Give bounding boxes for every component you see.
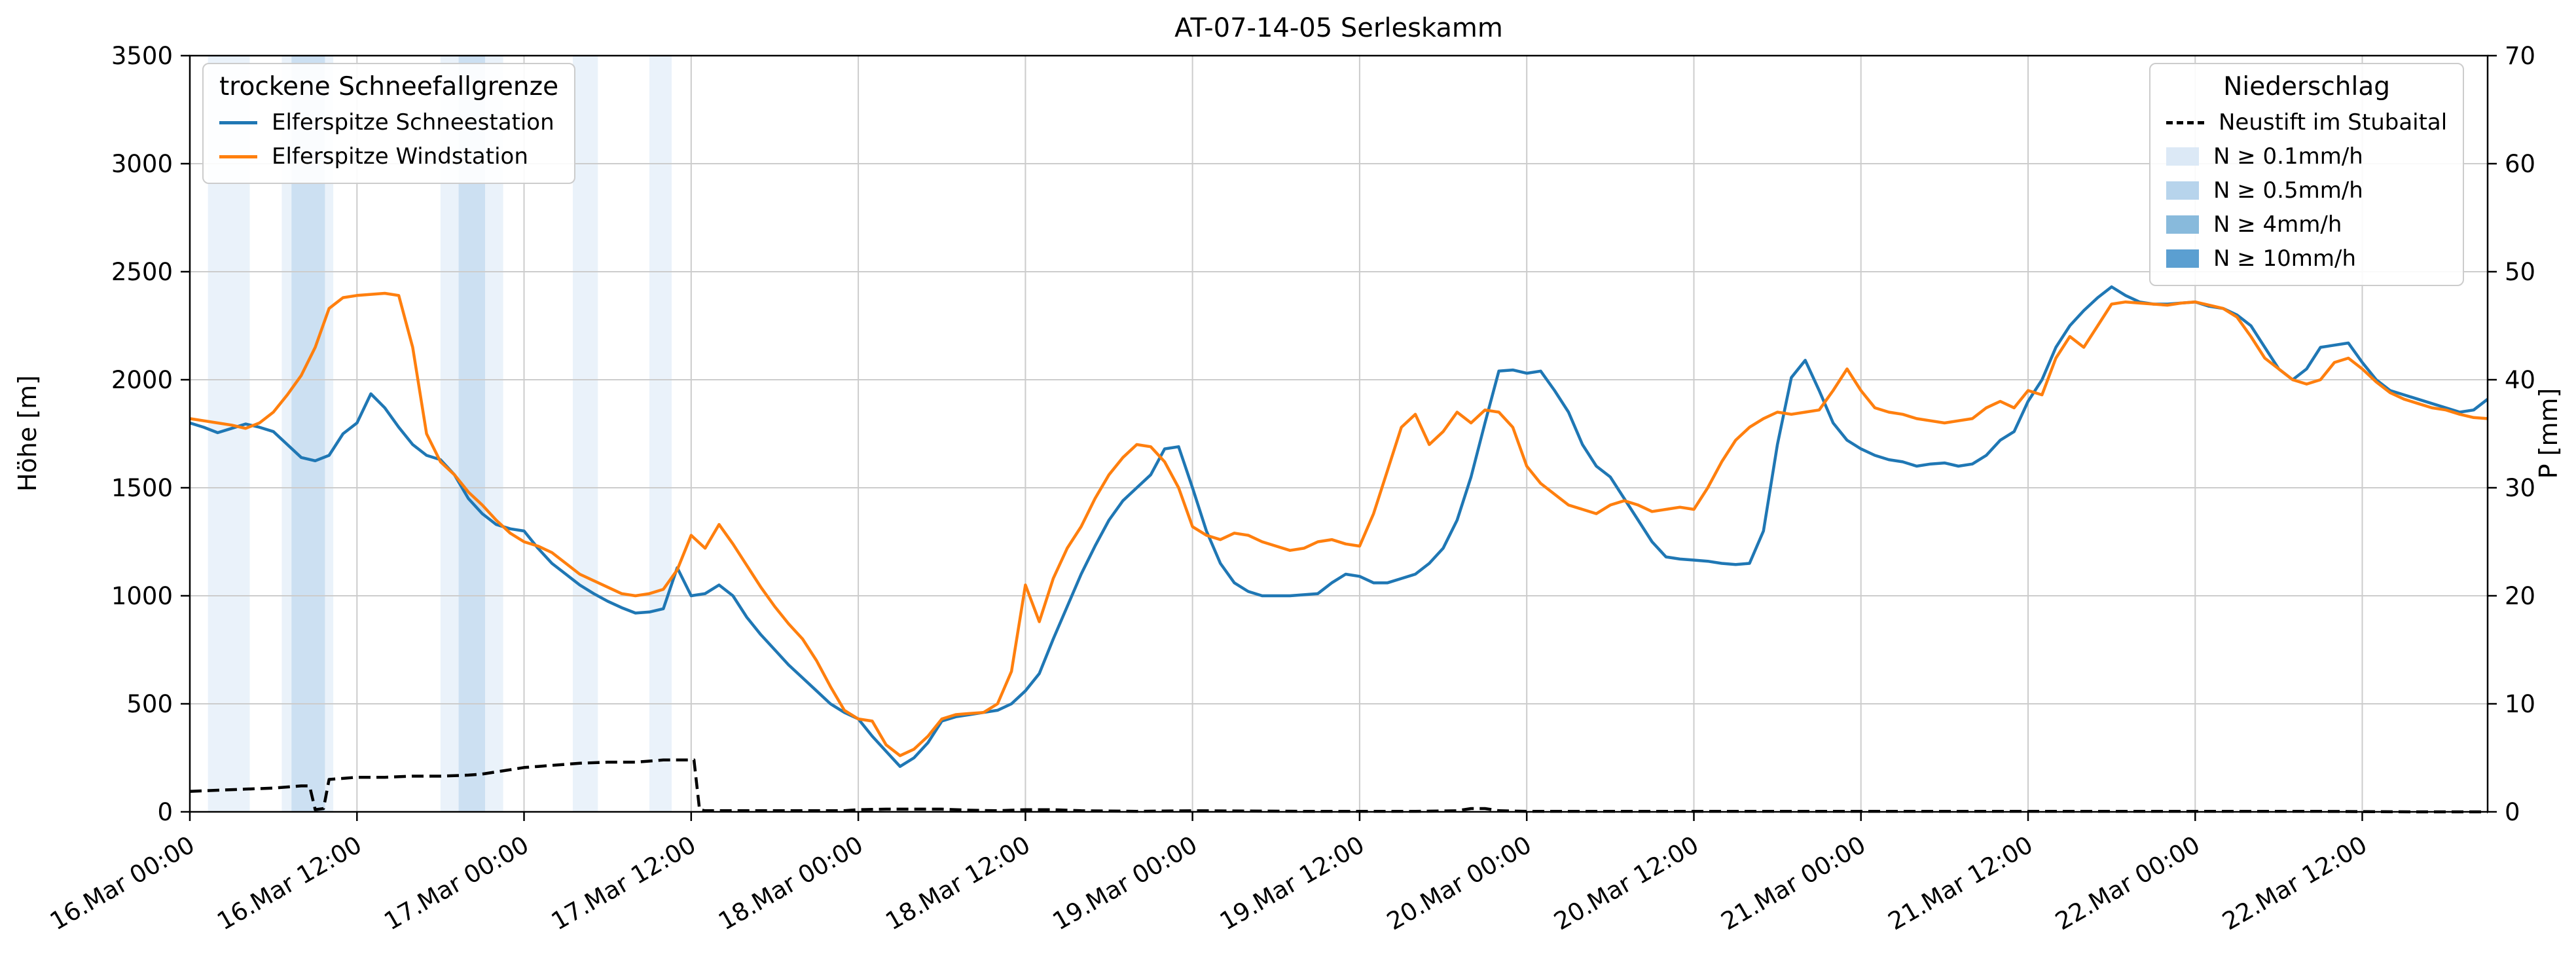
y-tick-label-left: 3500 [111,42,173,70]
legend-label-schneestation: Elferspitze Schneestation [272,109,554,136]
legend-item-band-05: N ≥ 0.5mm/h [2166,173,2447,208]
legend-item-band-4: N ≥ 4mm/h [2166,208,2447,242]
dashed-line-swatch-icon [2166,120,2204,124]
band-swatch-4-icon [2166,215,2199,234]
legend-item-neustift: Neustift im Stubaital [2166,105,2447,139]
y-tick-label-right: 40 [2505,366,2535,394]
y-tick-label-left: 1000 [111,582,173,610]
y-tick-label-right: 30 [2505,474,2535,502]
x-tick-label: 19.Mar 12:00 [1215,831,1369,936]
chart-title: AT-07-14-05 Serleskamm [1174,13,1503,43]
x-tick-label: 22.Mar 00:00 [2050,831,2204,936]
x-tick-label: 21.Mar 12:00 [1883,831,2037,936]
x-tick-label: 16.Mar 12:00 [212,831,366,936]
y-tick-label-right: 10 [2505,690,2535,718]
legend-item-band-10: N ≥ 10mm/h [2166,242,2447,276]
legend-item-band-01: N ≥ 0.1mm/h [2166,139,2447,173]
legend-label-neustift: Neustift im Stubaital [2219,109,2448,136]
x-tick-label: 20.Mar 12:00 [1550,831,1703,936]
legend-snowline: trockene Schneefallgrenze Elferspitze Sc… [202,63,576,184]
y-tick-label-right: 50 [2505,258,2535,286]
x-tick-label: 17.Mar 12:00 [547,831,700,936]
line-swatch-windstation-icon [219,155,257,158]
y-tick-label-right: 70 [2505,42,2535,70]
y-tick-label-left: 2500 [111,258,173,286]
x-tick-label: 22.Mar 12:00 [2218,831,2372,936]
band-swatch-10-icon [2166,249,2199,268]
y-tick-label-left: 500 [126,690,173,718]
y-tick-label-right: 20 [2505,582,2535,610]
series-line-windstation [189,291,2488,757]
y-tick-label-left: 2000 [111,366,173,394]
series-line-schneestation [189,285,2489,768]
legend-item-schneestation: Elferspitze Schneestation [219,105,558,139]
legend-precipitation-title: Niederschlag [2223,72,2390,101]
precip-band-0.1 [649,56,672,812]
x-tick-label: 20.Mar 00:00 [1382,831,1536,936]
x-tick-label: 17.Mar 00:00 [380,831,534,936]
legend-label-band-01: N ≥ 0.1mm/h [2213,143,2363,170]
y-tick-label-right: 0 [2505,798,2520,826]
y-tick-label-right: 60 [2505,150,2535,178]
legend-snowline-title: trockene Schneefallgrenze [219,72,559,101]
x-tick-label: 18.Mar 12:00 [880,831,1034,936]
plot-frame [189,54,2489,813]
legend-precipitation: Niederschlag Neustift im Stubaital N ≥ 0… [2149,63,2465,286]
legend-item-windstation: Elferspitze Windstation [219,139,558,173]
legend-label-band-05: N ≥ 0.5mm/h [2213,177,2363,204]
y-tick-label-left: 3000 [111,150,173,178]
band-swatch-05-icon [2166,181,2199,200]
x-tick-label: 16.Mar 00:00 [45,831,199,936]
band-swatch-01-icon [2166,147,2199,166]
legend-label-band-4: N ≥ 4mm/h [2213,211,2342,238]
precip-band-0.1 [573,56,598,812]
legend-label-band-10: N ≥ 10mm/h [2213,246,2357,272]
legend-label-windstation: Elferspitze Windstation [272,143,528,170]
x-tick-label: 21.Mar 00:00 [1716,831,1870,936]
x-tick-label: 19.Mar 00:00 [1048,831,1202,936]
y-tick-label-left: 0 [157,798,173,826]
y-tick-label-left: 1500 [111,474,173,502]
line-swatch-schneestation-icon [219,120,257,124]
x-tick-label: 18.Mar 00:00 [714,831,867,936]
series-line-neustift [189,758,2488,814]
